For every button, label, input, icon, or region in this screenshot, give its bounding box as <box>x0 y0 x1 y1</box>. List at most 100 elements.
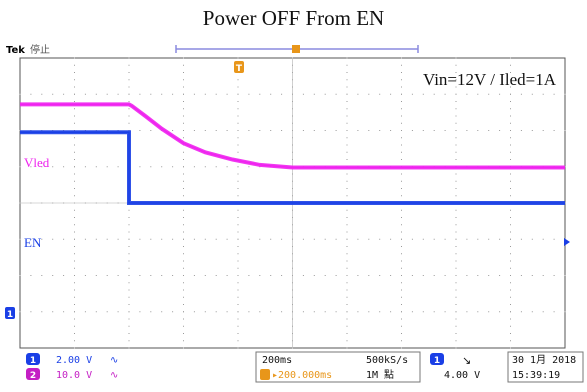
grid-dot <box>74 318 75 320</box>
grid-dot <box>433 275 435 276</box>
grid-dot <box>74 137 75 139</box>
grid-dot <box>357 238 359 240</box>
grid-dot <box>150 166 152 168</box>
grid-dot <box>52 311 54 313</box>
grid-dot <box>313 311 315 313</box>
grid-dot <box>346 267 348 269</box>
grid-dot <box>346 57 348 59</box>
grid-dot <box>30 93 32 95</box>
grid-dot <box>346 195 348 197</box>
grid-dot <box>455 130 457 131</box>
grid-dot <box>74 282 75 284</box>
grid-dot <box>510 333 511 334</box>
grid-dot <box>335 311 337 313</box>
grid-dot <box>433 238 435 240</box>
grid-dot <box>455 137 457 139</box>
grid-dot <box>183 333 184 334</box>
grid-dot <box>19 166 21 168</box>
grid-dot <box>433 93 435 95</box>
grid-dot <box>183 340 184 342</box>
grid-dot <box>74 64 75 66</box>
grid-dot <box>444 93 446 95</box>
grid-dot <box>510 296 511 298</box>
trigger-level-arrow <box>564 238 570 246</box>
grid-dot <box>237 333 239 334</box>
grid-dot <box>455 209 457 211</box>
grid-dot <box>183 166 184 168</box>
time: 15:39:19 <box>512 370 560 381</box>
chart-title: Power OFF From EN <box>202 6 385 30</box>
grid-dot <box>422 275 424 276</box>
grid-dot <box>422 311 424 313</box>
grid-dot <box>401 311 402 313</box>
grid-dot <box>401 347 402 349</box>
grid-dot <box>52 166 54 168</box>
grid-dot <box>237 289 239 291</box>
grid-dot <box>346 188 348 189</box>
test-condition-annotation: Vin=12V / Iled=1A <box>423 70 557 89</box>
grid-dot <box>161 275 163 276</box>
grid-dot <box>510 64 511 66</box>
grid-dot <box>95 93 97 95</box>
grid-dot <box>41 275 43 276</box>
grid-dot <box>510 188 511 189</box>
grid-dot <box>237 275 239 276</box>
grid-dot <box>433 130 435 131</box>
grid-dot <box>226 275 228 276</box>
grid-dot <box>74 72 75 73</box>
grid-dot <box>183 311 184 313</box>
grid-dot <box>401 159 402 160</box>
grid-dot <box>52 93 54 95</box>
grid-dot <box>183 267 184 269</box>
grid-dot <box>455 238 457 240</box>
grid-dot <box>324 130 326 131</box>
grid-dot <box>455 151 457 153</box>
grid-dot <box>401 173 402 175</box>
grid-dot <box>128 231 130 233</box>
grid-dot <box>128 93 130 95</box>
grid-dot <box>455 260 457 262</box>
grid-dot <box>128 115 130 117</box>
grid-dot <box>237 282 239 284</box>
grid-dot <box>313 93 315 95</box>
grid-dot <box>455 275 457 276</box>
grid-dot <box>401 224 402 226</box>
grid-dot <box>106 166 108 168</box>
grid-dot <box>248 311 250 313</box>
grid-dot <box>183 115 184 117</box>
grid-dot <box>204 238 206 240</box>
grid-dot <box>128 57 130 59</box>
grid-dot <box>106 93 108 95</box>
grid-dot <box>455 144 457 146</box>
grid-dot <box>510 122 511 124</box>
grid-dot <box>411 130 413 131</box>
grid-dot <box>183 209 184 211</box>
grid-dot <box>139 275 141 276</box>
grid-dot <box>74 217 75 218</box>
grid-dot <box>368 238 370 240</box>
grid-dot <box>237 79 239 81</box>
grid-dot <box>183 93 184 95</box>
grid-dot <box>510 115 511 117</box>
grid-dot <box>444 311 446 313</box>
grid-dot <box>237 224 239 226</box>
grid-dot <box>128 304 130 305</box>
grid-dot <box>510 151 511 153</box>
grid-dot <box>346 296 348 298</box>
grid-dot <box>346 311 348 313</box>
grid-dot <box>499 275 501 276</box>
grid-dot <box>74 333 75 334</box>
grid-dot <box>346 209 348 211</box>
grid-dot <box>335 93 337 95</box>
grid-dot <box>368 130 370 131</box>
grid-dot <box>510 260 511 262</box>
grid-dot <box>401 64 402 66</box>
grid-dot <box>183 173 184 175</box>
grid-dot <box>84 311 86 313</box>
grid-dot <box>401 79 402 81</box>
grid-dot <box>183 57 184 59</box>
grid-dot <box>357 130 359 131</box>
grid-dot <box>346 246 348 247</box>
grid-dot <box>150 93 152 95</box>
grid-dot <box>346 347 348 349</box>
